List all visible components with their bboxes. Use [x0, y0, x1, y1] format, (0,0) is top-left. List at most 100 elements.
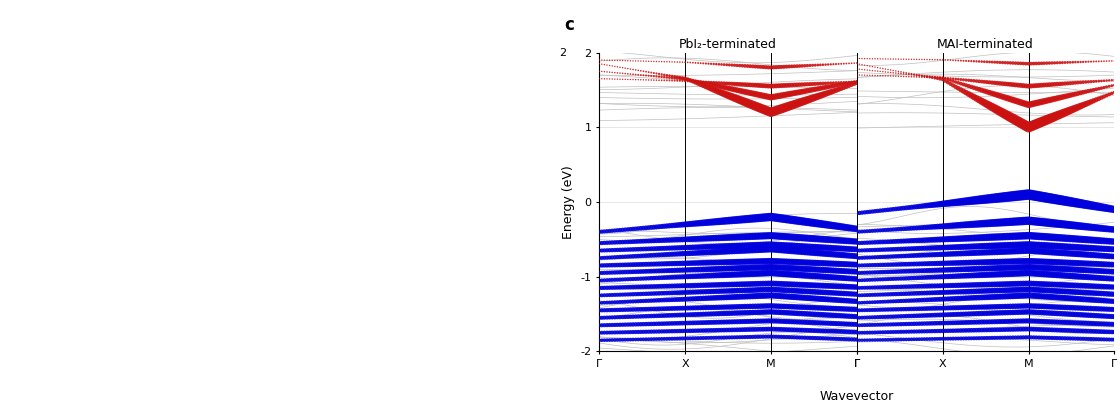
Point — [765, 83, 783, 89]
Point — [634, 77, 652, 83]
Point — [931, 305, 949, 311]
Point — [1056, 304, 1074, 311]
Point — [1027, 280, 1045, 287]
Point — [722, 86, 740, 92]
Point — [996, 259, 1014, 265]
Point — [1054, 94, 1072, 100]
Point — [640, 246, 657, 252]
Point — [762, 303, 780, 309]
Point — [619, 76, 637, 83]
Point — [848, 247, 866, 254]
Point — [846, 336, 864, 343]
Point — [634, 246, 652, 252]
Point — [1105, 77, 1120, 83]
Point — [830, 252, 848, 258]
Point — [814, 296, 832, 302]
Point — [767, 286, 785, 293]
Point — [942, 305, 960, 311]
Point — [637, 252, 655, 259]
Point — [911, 267, 928, 274]
Point — [781, 247, 799, 254]
Point — [819, 236, 837, 243]
Point — [973, 259, 991, 265]
Point — [749, 104, 767, 110]
Point — [1030, 318, 1048, 324]
Point — [1023, 309, 1040, 315]
Point — [899, 268, 917, 274]
Point — [869, 284, 887, 290]
Point — [1066, 260, 1084, 266]
Point — [598, 292, 616, 299]
Point — [612, 57, 629, 64]
Point — [726, 334, 744, 341]
Point — [1007, 60, 1025, 66]
Point — [647, 268, 665, 274]
Point — [980, 304, 998, 310]
Point — [907, 72, 925, 78]
Point — [853, 292, 871, 299]
Point — [1017, 270, 1035, 276]
Point — [939, 79, 956, 86]
Point — [830, 267, 848, 274]
Point — [1048, 294, 1066, 301]
Point — [881, 269, 899, 275]
Point — [793, 81, 811, 88]
Point — [986, 249, 1004, 255]
Point — [781, 234, 799, 240]
Point — [671, 283, 689, 289]
Point — [996, 111, 1014, 118]
Point — [871, 269, 889, 276]
Point — [1098, 261, 1116, 267]
Point — [624, 284, 642, 290]
Point — [1088, 290, 1105, 297]
Point — [801, 249, 819, 256]
Point — [846, 268, 864, 275]
Point — [616, 314, 634, 320]
Point — [1040, 97, 1058, 103]
Point — [590, 247, 608, 254]
Point — [980, 243, 998, 249]
Point — [645, 246, 663, 252]
Point — [629, 67, 647, 74]
Point — [1054, 80, 1072, 87]
Point — [1011, 99, 1029, 105]
Point — [702, 327, 720, 334]
Point — [785, 327, 803, 333]
Point — [1015, 242, 1033, 248]
Point — [726, 81, 744, 87]
Point — [1092, 321, 1110, 327]
Point — [657, 267, 675, 274]
Point — [996, 94, 1014, 101]
Point — [1100, 268, 1118, 275]
Point — [679, 76, 697, 82]
Point — [708, 288, 726, 295]
Point — [775, 82, 793, 89]
Point — [700, 266, 718, 272]
Point — [676, 296, 694, 302]
Point — [689, 311, 707, 318]
Point — [734, 309, 752, 316]
Point — [897, 268, 915, 274]
Point — [702, 335, 720, 341]
Point — [819, 61, 837, 68]
Point — [879, 276, 897, 282]
Point — [702, 319, 720, 326]
Point — [606, 254, 624, 261]
Point — [816, 267, 834, 273]
Point — [775, 242, 793, 248]
Point — [993, 265, 1011, 271]
Point — [736, 247, 754, 254]
Point — [928, 236, 946, 243]
Point — [642, 238, 660, 244]
Point — [619, 239, 637, 245]
Point — [661, 59, 679, 65]
Point — [1040, 249, 1058, 255]
Point — [1027, 334, 1045, 341]
Point — [781, 271, 799, 278]
Point — [806, 305, 824, 311]
Point — [712, 288, 730, 295]
Point — [1084, 336, 1102, 342]
Point — [645, 321, 663, 327]
Point — [624, 269, 642, 275]
Point — [765, 214, 783, 221]
